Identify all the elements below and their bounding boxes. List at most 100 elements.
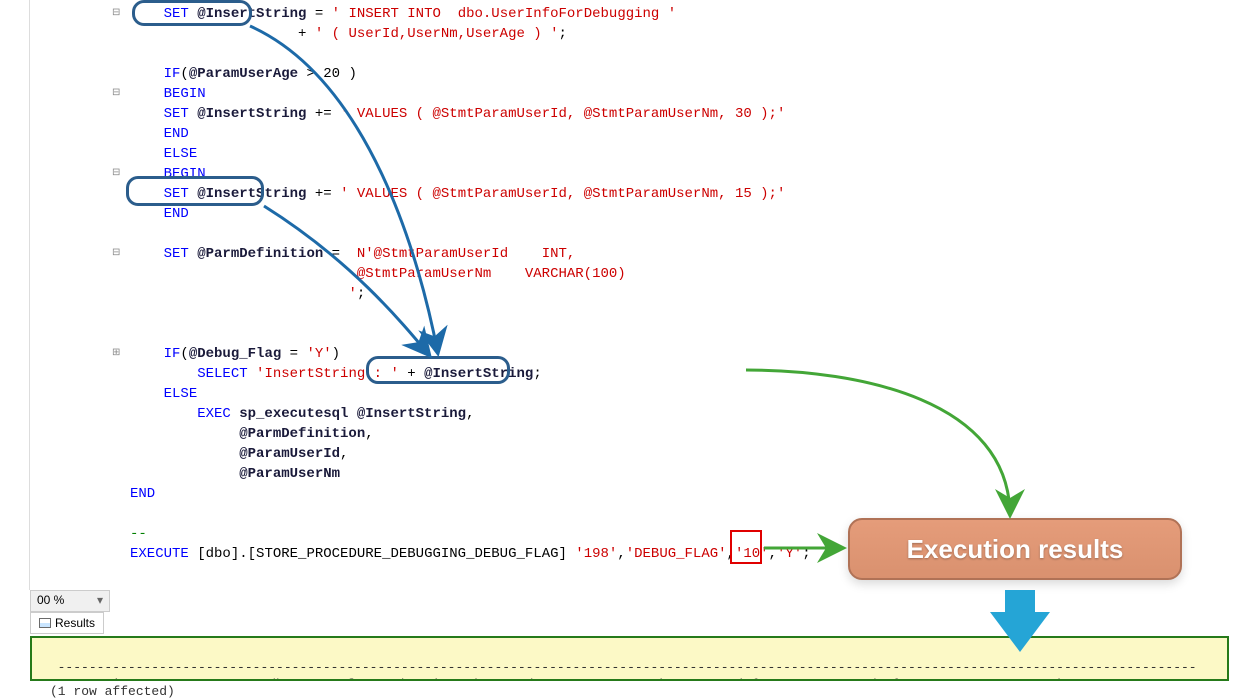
zoom-dropdown[interactable]: 00 % ▾: [30, 590, 110, 612]
code-token: IF: [164, 346, 181, 362]
fold-toggle-icon[interactable]: ⊟: [112, 244, 120, 264]
code-token: [STORE_PROCEDURE_DEBUGGING_DEBUG_FLAG]: [248, 546, 576, 562]
code-line[interactable]: ELSE: [130, 384, 197, 404]
code-line[interactable]: @StmtParamUserNm VARCHAR(100): [130, 264, 626, 284]
code-line[interactable]: ⊟ SET @ParmDefinition = N'@StmtParamUser…: [130, 244, 575, 264]
code-token: ,: [769, 546, 777, 562]
code-token: 20: [315, 66, 349, 82]
code-line[interactable]: EXEC sp_executesql @InsertString,: [130, 404, 474, 424]
chevron-down-icon: ▾: [97, 593, 103, 607]
code-token: END: [164, 126, 189, 142]
code-token: [130, 146, 164, 162]
zoom-value: 00 %: [37, 593, 64, 607]
code-token: [130, 266, 357, 282]
code-token: --: [130, 526, 147, 542]
code-line[interactable]: END: [130, 124, 189, 144]
code-token: ' INSERT INTO dbo.UserInfoForDebugging ': [323, 6, 676, 22]
code-token: 'Y': [777, 546, 802, 562]
circle-insertstring-append: [126, 176, 264, 206]
code-line[interactable]: @ParamUserId,: [130, 444, 348, 464]
code-token: [130, 126, 164, 142]
code-token: =: [332, 246, 340, 262]
gutter: [0, 0, 30, 590]
code-token: [130, 446, 239, 462]
code-token: @ParmDefinition: [239, 426, 365, 442]
code-line[interactable]: + ' ( UserId,UserNm,UserAge ) ';: [130, 24, 567, 44]
code-token: @Debug_Flag: [189, 346, 290, 362]
code-token: [130, 286, 348, 302]
code-token: ,: [365, 426, 373, 442]
code-token: (: [180, 346, 188, 362]
code-token: [130, 86, 164, 102]
code-token: ELSE: [164, 386, 198, 402]
code-token: [130, 66, 164, 82]
code-token: @StmtParamUserNm VARCHAR(100): [357, 266, 626, 282]
row-affected-text: (1 row affected): [50, 684, 175, 699]
code-token: [130, 366, 197, 382]
code-token: ,: [617, 546, 625, 562]
code-token: +=: [315, 106, 332, 122]
code-token: END: [164, 206, 189, 222]
code-token: ): [332, 346, 340, 362]
code-token: @ParmDefinition: [189, 246, 332, 262]
code-token: SET: [164, 246, 189, 262]
code-token: [130, 206, 164, 222]
code-line[interactable]: IF(@ParamUserAge > 20 ): [130, 64, 357, 84]
code-token: [130, 426, 239, 442]
fold-toggle-icon[interactable]: ⊟: [112, 164, 120, 184]
code-line[interactable]: --: [130, 524, 147, 544]
code-token: .: [239, 546, 247, 562]
code-token: ': [348, 286, 356, 302]
code-token: EXECUTE: [130, 546, 189, 562]
code-line[interactable]: SET @InsertString += ' VALUES ( @StmtPar…: [130, 104, 785, 124]
annotation-execution-results: Execution results: [848, 518, 1182, 580]
code-token: ): [348, 66, 356, 82]
code-token: ,: [466, 406, 474, 422]
code-token: [130, 26, 298, 42]
code-token: ;: [558, 26, 566, 42]
code-token: =: [290, 346, 298, 362]
code-token: [130, 466, 239, 482]
red-box-debug-flag-y: [730, 530, 762, 564]
code-line[interactable]: ';: [130, 284, 365, 304]
code-line[interactable]: END: [130, 484, 155, 504]
code-token: [dbo]: [189, 546, 239, 562]
code-token: [130, 246, 164, 262]
code-token: [130, 406, 197, 422]
code-line[interactable]: @ParamUserNm: [130, 464, 340, 484]
code-token: @ParamUserId: [239, 446, 340, 462]
code-token: IF: [164, 66, 181, 82]
big-arrow-down-icon: [990, 612, 1050, 652]
code-token: ;: [533, 366, 541, 382]
results-grid-icon: [39, 618, 51, 628]
code-token: >: [306, 66, 314, 82]
code-token: ELSE: [164, 146, 198, 162]
code-line[interactable]: EXECUTE [dbo].[STORE_PROCEDURE_DEBUGGING…: [130, 544, 811, 564]
code-token: END: [130, 486, 155, 502]
code-token: SELECT: [197, 366, 247, 382]
code-token: N'@StmtParamUserId INT,: [357, 246, 575, 262]
code-line[interactable]: ELSE: [130, 144, 197, 164]
code-line[interactable]: ⊟ BEGIN: [130, 84, 206, 104]
code-token: @ParamUserNm: [239, 466, 340, 482]
code-token: 'Y': [298, 346, 332, 362]
code-token: +=: [315, 186, 332, 202]
code-line[interactable]: @ParmDefinition,: [130, 424, 374, 444]
code-token: =: [315, 6, 323, 22]
code-token: [130, 106, 164, 122]
circle-insertstring-select: [366, 356, 510, 384]
results-tab-label: Results: [55, 616, 95, 630]
fold-toggle-icon[interactable]: ⊞: [112, 344, 120, 364]
code-token: [130, 386, 164, 402]
code-line[interactable]: END: [130, 204, 189, 224]
code-token: BEGIN: [164, 86, 206, 102]
code-token: @InsertString: [189, 106, 315, 122]
code-line[interactable]: ⊞ IF(@Debug_Flag = 'Y'): [130, 344, 340, 364]
fold-toggle-icon[interactable]: ⊟: [112, 4, 120, 24]
code-token: ;: [802, 546, 810, 562]
results-tab[interactable]: Results: [30, 612, 104, 634]
fold-toggle-icon[interactable]: ⊟: [112, 84, 120, 104]
code-token: [130, 346, 164, 362]
sql-editor[interactable]: ⊟ SET @InsertString = ' INSERT INTO dbo.…: [30, 0, 1244, 590]
code-token: '198': [575, 546, 617, 562]
